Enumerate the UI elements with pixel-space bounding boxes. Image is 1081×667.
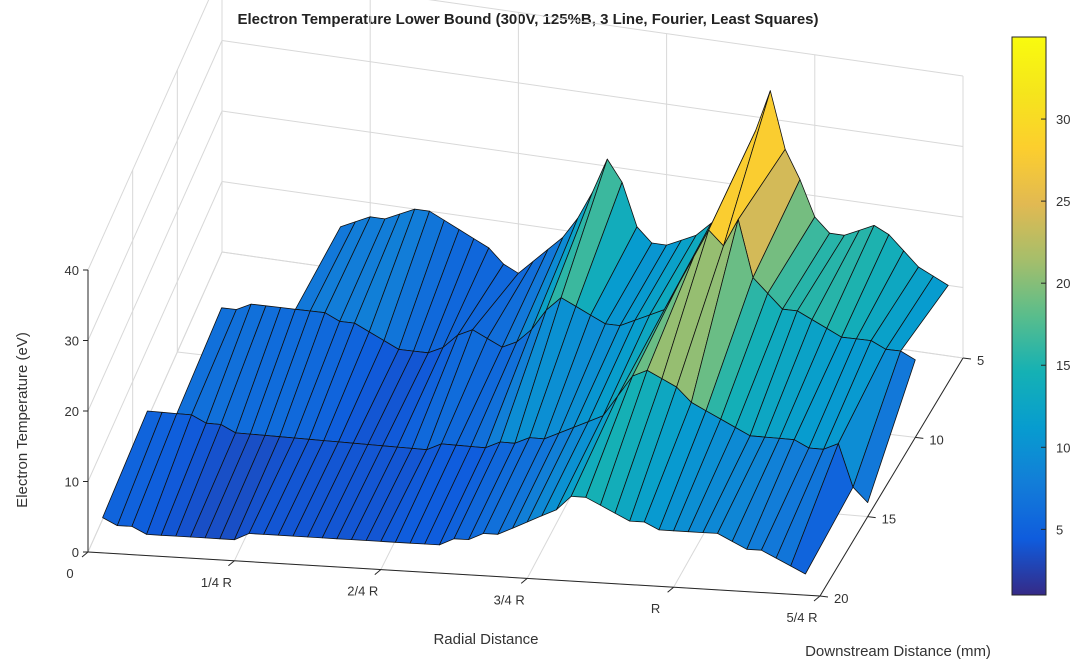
surface-facet [790, 443, 854, 575]
y-axis-line [819, 357, 964, 597]
x-tick-mark [520, 578, 528, 584]
grid-line [221, 110, 964, 218]
z-tick-label: 30 [65, 334, 79, 349]
x-tick-label: 1/4 R [201, 575, 232, 590]
colorbar: 5 10 15 20 25 30 [1011, 36, 1070, 596]
x-tick-mark [81, 551, 89, 558]
surface-facet [852, 350, 916, 504]
x-tick-label: R [651, 601, 660, 616]
y-tick-mark [962, 357, 972, 360]
z-tick-label: 10 [65, 475, 79, 490]
z-tick-label: 40 [65, 263, 79, 278]
z-tick-label: 0 [72, 545, 79, 560]
x-tick-label: 2/4 R [347, 584, 378, 599]
y-axis-label: Downstream Distance (mm) [805, 643, 991, 660]
x-tick-label: 5/4 R [786, 610, 817, 625]
y-tick-mark [915, 436, 924, 439]
grid-line [428, 0, 964, 77]
chart-title: Electron Temperature Lower Bound (300V, … [237, 11, 818, 28]
colorbar-tick-label: 15 [1056, 358, 1070, 373]
x-tick-mark [228, 560, 235, 567]
grid-line [87, 181, 223, 482]
grid-line [87, 0, 210, 271]
colorbar-gradient [1011, 36, 1047, 596]
colorbar-tick-label: 20 [1056, 276, 1070, 291]
x-axis-line [87, 551, 821, 597]
x-tick-mark [374, 569, 382, 575]
grid-line [87, 110, 223, 412]
colorbar-tick-label: 25 [1056, 194, 1070, 209]
colorbar-tick-label: 5 [1056, 522, 1063, 537]
colorbar-tick-label: 30 [1056, 112, 1070, 127]
grid-line [221, 40, 964, 147]
z-tick-label: 20 [65, 404, 79, 419]
x-tick-label: 0 [66, 566, 73, 581]
z-axis-label: Electron Temperature (eV) [14, 332, 31, 508]
surface-layer [102, 90, 949, 575]
grid-line [87, 40, 223, 341]
x-axis-label: Radial Distance [433, 631, 538, 648]
x-tick-mark [667, 586, 674, 593]
y-tick-label: 20 [834, 591, 848, 606]
x-tick-mark [813, 595, 821, 602]
y-tick-mark [867, 516, 876, 519]
colorbar-tick-label: 10 [1056, 440, 1070, 455]
x-tick-label: 3/4 R [494, 592, 525, 607]
axis-layer: 0 10 20 30 40 0 1/4 R 2/4 R 3/4 R R 5/4 R 5 10 15 20 [65, 263, 985, 625]
y-tick-label: 10 [929, 432, 943, 447]
y-tick-mark [819, 595, 829, 598]
y-tick-label: 15 [882, 512, 896, 527]
y-tick-label: 5 [977, 353, 984, 368]
